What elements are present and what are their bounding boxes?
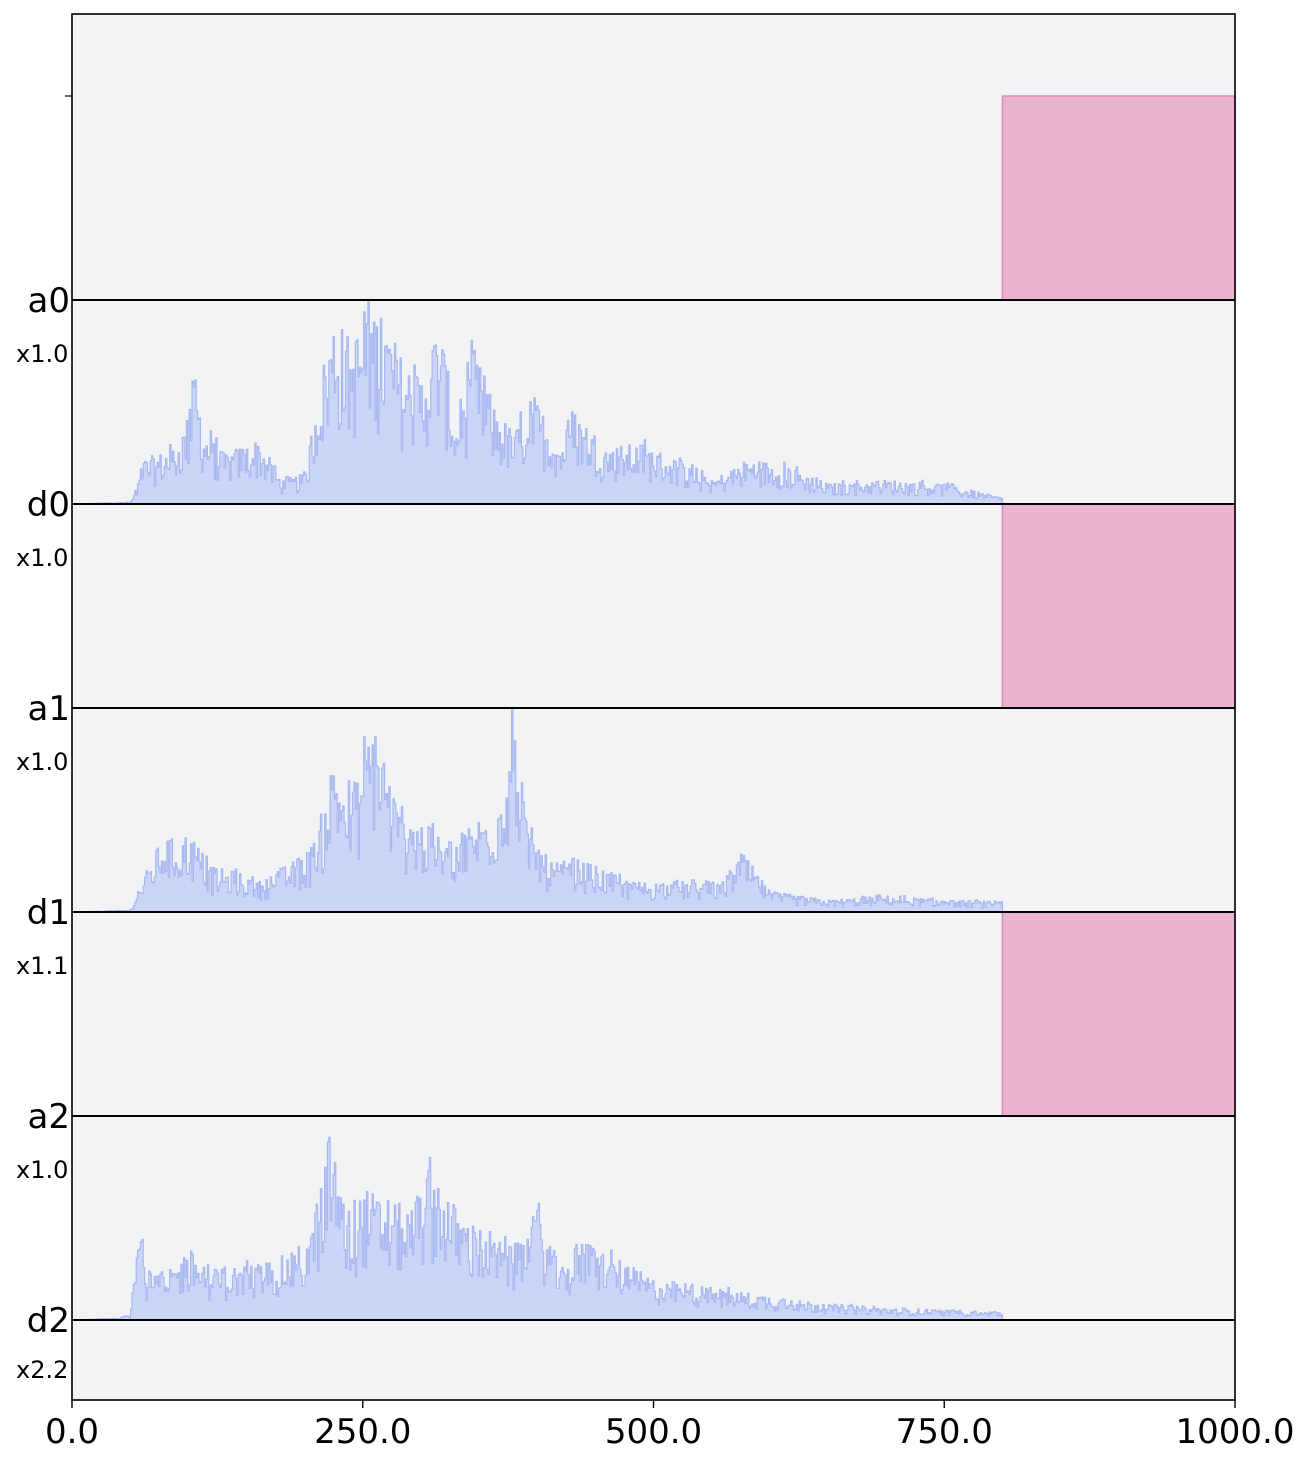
track-a1 bbox=[1001, 503, 1236, 709]
acceptor-block-a0-0 bbox=[1001, 95, 1236, 301]
track-label-a2: a2 bbox=[28, 1097, 70, 1137]
track-a0 bbox=[1001, 95, 1236, 301]
acceptor-block-a1-0 bbox=[1001, 503, 1236, 709]
x-axis: 0.0 250.0 500.0 750.0 1000.0 bbox=[45, 1400, 1295, 1452]
track-label-d2: d2 bbox=[27, 1301, 70, 1341]
track-a2 bbox=[1001, 911, 1236, 1117]
donor-signal-d0 bbox=[72, 299, 1003, 505]
track-label-a0: a0 bbox=[28, 281, 70, 321]
track-labels-layer: a0 d0 x1.0 a1 x1.0 d1 x1.0 a2 x1.1 d2 x1.0 x2.2 bbox=[16, 281, 70, 1384]
x-tick-label-4: 1000.0 bbox=[1176, 1412, 1295, 1452]
scale-label-bottom: x2.2 bbox=[16, 1356, 68, 1384]
acceptor-block-a2-0 bbox=[1001, 911, 1236, 1117]
track-d0 bbox=[72, 299, 1003, 505]
scale-label-a1: x1.0 bbox=[16, 544, 68, 572]
track-d1 bbox=[72, 707, 1003, 913]
scale-label-a2: x1.1 bbox=[16, 952, 68, 980]
tracks-layer bbox=[72, 95, 1236, 1321]
x-tick-label-0: 0.0 bbox=[45, 1412, 99, 1452]
donor-signal-d2 bbox=[72, 1136, 1003, 1321]
scale-label-d2: x1.0 bbox=[16, 1156, 68, 1184]
track-d2 bbox=[72, 1136, 1003, 1321]
scale-label-d1: x1.0 bbox=[16, 748, 68, 776]
track-label-a1: a1 bbox=[28, 689, 70, 729]
x-tick-label-1: 250.0 bbox=[314, 1412, 411, 1452]
track-label-d1: d1 bbox=[27, 893, 70, 933]
track-label-d0: d0 bbox=[27, 485, 70, 525]
baselines-layer bbox=[72, 299, 1235, 1321]
donor-signal-d1 bbox=[72, 707, 1003, 913]
x-tick-label-3: 750.0 bbox=[896, 1412, 993, 1452]
scale-label-d0: x1.0 bbox=[16, 340, 68, 368]
x-tick-label-2: 500.0 bbox=[605, 1412, 702, 1452]
